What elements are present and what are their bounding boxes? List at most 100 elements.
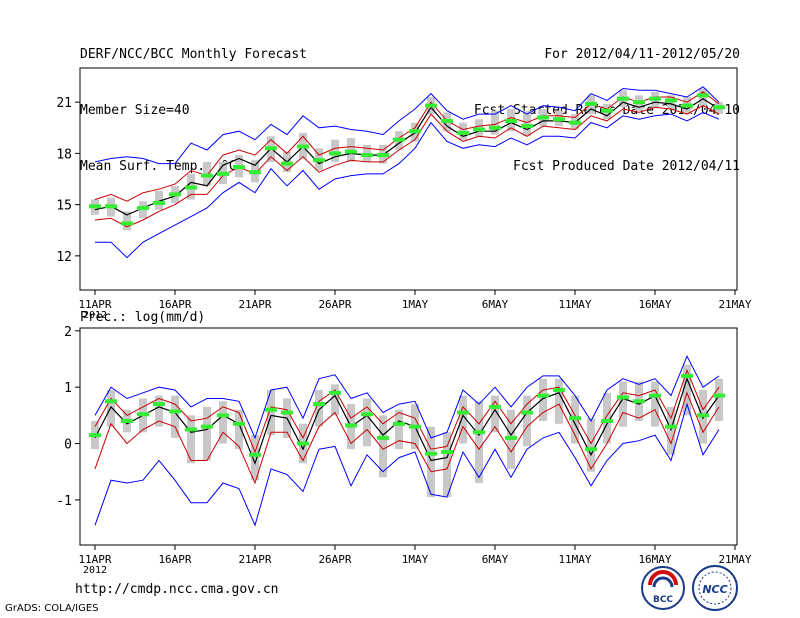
median-marker — [377, 435, 389, 440]
spread-box — [491, 395, 499, 433]
spread-box — [267, 390, 275, 436]
y-tick-label: 12 — [56, 250, 72, 265]
median-marker — [601, 419, 613, 423]
median-marker — [489, 404, 501, 409]
spread-box — [363, 398, 371, 447]
median-marker — [665, 424, 677, 429]
median-marker — [521, 124, 533, 129]
median-marker — [137, 412, 149, 417]
median-marker — [569, 120, 581, 125]
median-marker — [153, 402, 165, 407]
spread-box — [107, 390, 115, 427]
x-tick-label: 26APR — [318, 298, 351, 311]
median-marker — [105, 399, 117, 404]
spread-box — [651, 381, 659, 427]
median-marker — [409, 129, 421, 134]
source-url[interactable]: http://cmdp.ncc.cma.gov.cn — [75, 582, 279, 597]
median-marker — [185, 427, 197, 432]
lower-line — [94, 105, 720, 228]
median-marker — [361, 153, 373, 158]
produced-date: Fcst Produced Date 2012/04/11 — [513, 159, 740, 174]
x-tick-label: 21APR — [238, 298, 271, 311]
median-marker — [537, 115, 549, 120]
ncc-logo: NCC — [692, 565, 738, 611]
median-marker — [409, 424, 421, 429]
x-tick-label: 6MAY — [482, 553, 509, 566]
median-marker — [281, 161, 293, 166]
spread-box — [619, 381, 627, 427]
upper-line — [94, 91, 720, 202]
median-marker — [169, 192, 181, 197]
median-marker — [345, 423, 357, 428]
median-marker — [521, 410, 533, 415]
median-marker — [633, 399, 645, 404]
x-tick-label: 16APR — [158, 298, 191, 311]
spread-box — [603, 392, 611, 444]
median-marker — [681, 103, 693, 108]
median-marker — [89, 204, 101, 209]
median-marker — [313, 402, 325, 407]
median-marker — [489, 125, 501, 130]
y-tick-label: -1 — [56, 494, 72, 509]
x-tick-label: 1MAY — [402, 298, 429, 311]
median-marker — [441, 118, 453, 123]
median-marker — [713, 105, 725, 110]
forecast-period: For 2012/04/11-2012/05/20 — [544, 47, 740, 62]
median-marker — [697, 413, 709, 418]
spread-box — [379, 415, 387, 478]
median-marker — [121, 419, 133, 423]
member-size: Member Size=40 — [80, 103, 190, 118]
median-marker — [585, 101, 597, 106]
max-line — [94, 355, 720, 440]
median-marker — [697, 93, 709, 98]
spread-box — [187, 415, 195, 464]
bcc-logo: BCC — [641, 566, 685, 610]
y-tick-label: 0 — [64, 438, 72, 453]
plot-body — [89, 86, 725, 259]
x-tick-label: 11MAY — [558, 298, 591, 311]
median-marker — [393, 137, 405, 142]
min-line — [94, 402, 720, 527]
median-marker — [505, 435, 517, 440]
median-marker — [281, 410, 293, 415]
spread-box — [475, 401, 483, 483]
grads-credit: GrADS: COLA/IGES — [5, 603, 99, 614]
spread-box — [523, 395, 531, 447]
median-marker — [201, 173, 213, 178]
median-marker — [201, 424, 213, 429]
spread-box — [523, 110, 531, 137]
median-marker — [633, 100, 645, 105]
max-line — [94, 86, 720, 165]
spread-box — [235, 409, 243, 450]
x-tick-label: 11APR — [78, 298, 111, 311]
median-marker — [617, 395, 629, 400]
y-tick-label: 1 — [64, 381, 72, 396]
spread-box — [203, 406, 211, 461]
spread-box — [491, 110, 499, 135]
median-marker — [89, 433, 101, 438]
median-marker — [441, 450, 453, 454]
upper-line — [94, 368, 720, 454]
x-tick-label: 16APR — [158, 553, 191, 566]
spread-box — [123, 211, 131, 231]
x-tick-label: 21MAY — [718, 553, 751, 566]
median-marker — [681, 373, 693, 378]
median-marker — [297, 144, 309, 149]
x-tick-year: 2012 — [83, 565, 107, 576]
median-marker — [473, 430, 485, 435]
mean-line — [94, 376, 720, 466]
median-marker — [121, 221, 133, 226]
spread-box — [443, 432, 451, 498]
median-marker — [233, 421, 245, 426]
y-tick-label: 21 — [56, 96, 72, 111]
median-marker — [425, 103, 437, 108]
median-marker — [265, 407, 277, 412]
spread-box — [171, 395, 179, 438]
median-marker — [569, 416, 581, 421]
mean-line — [94, 97, 720, 216]
median-marker — [345, 149, 357, 154]
median-marker — [233, 165, 245, 170]
spread-box — [683, 364, 691, 416]
